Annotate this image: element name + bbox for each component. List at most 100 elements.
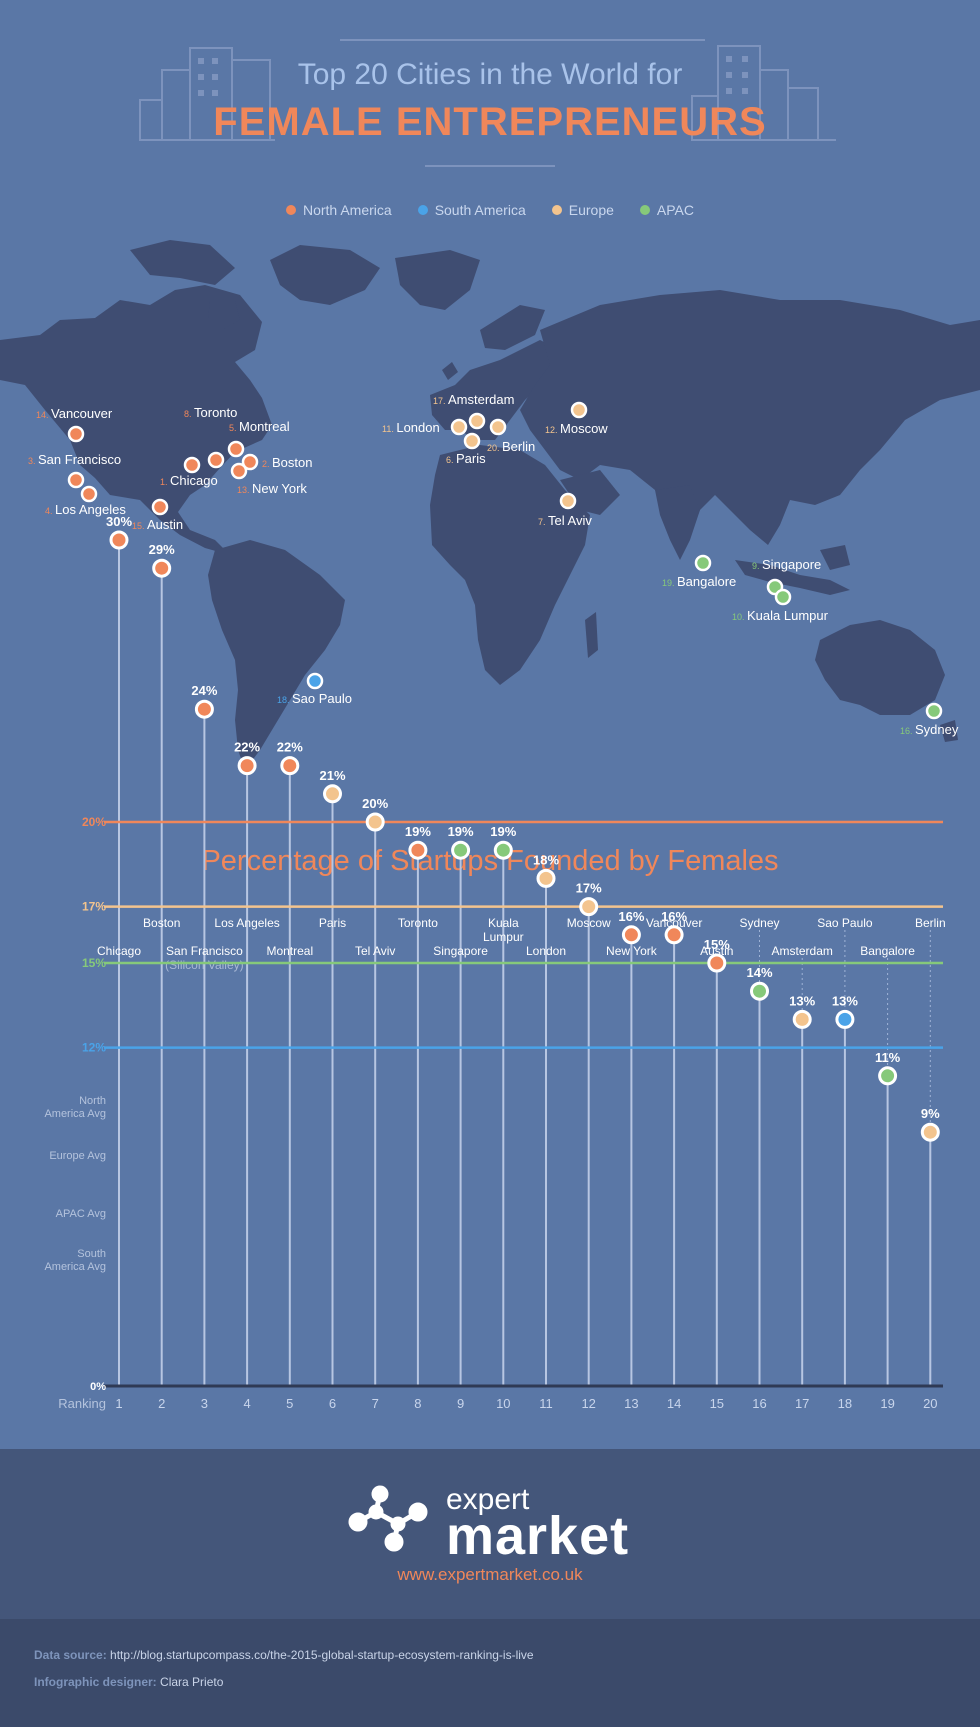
city-marker-london[interactable]: 11. London (382, 418, 468, 436)
city-marker-berlin[interactable]: 20. Berlin (487, 418, 535, 454)
city-dot[interactable] (80, 485, 98, 503)
city-marker-moscow[interactable]: 12. Moscow (545, 401, 608, 436)
city-label: 8. Toronto (184, 405, 237, 420)
city-dot[interactable] (183, 456, 201, 474)
data-point[interactable] (323, 784, 342, 804)
city-marker-los-angeles[interactable]: 4. Los Angeles (45, 485, 126, 517)
city-dot[interactable] (559, 492, 577, 510)
data-point[interactable] (750, 981, 769, 1001)
city-marker-austin[interactable]: 15. Austin (132, 498, 183, 532)
city-marker-boston[interactable]: 2. Boston (241, 453, 313, 471)
city-marker-san-francisco[interactable]: 3. San Francisco (28, 452, 121, 489)
city-rank: 2. (262, 459, 272, 469)
rank-tick-label: 13 (624, 1396, 638, 1411)
city-name: Paris (456, 451, 486, 466)
city-marker-bangalore[interactable]: 19. Bangalore (662, 554, 736, 589)
city-label: 20. Berlin (487, 439, 535, 454)
data-label: 16% (661, 909, 687, 924)
city-name: Moscow (560, 421, 608, 436)
city-dot[interactable] (67, 471, 85, 489)
legend-item-north-america: North America (285, 202, 392, 218)
city-dot[interactable] (151, 498, 169, 516)
city-dot[interactable] (450, 418, 468, 436)
city-label: 6. Paris (446, 451, 486, 466)
city-marker-tel-aviv[interactable]: 7. Tel Aviv (538, 492, 592, 528)
brand-line-2: market (446, 1506, 630, 1566)
city-dot[interactable] (774, 588, 792, 606)
city-dot[interactable] (306, 672, 324, 690)
city-marker-sao-paulo[interactable]: 18. Sao Paulo (277, 672, 352, 706)
website-link[interactable]: www.expertmarket.co.uk (397, 1565, 583, 1584)
city-dot[interactable] (227, 440, 245, 458)
city-dot[interactable] (241, 453, 259, 471)
city-dot[interactable] (230, 462, 248, 480)
average-value-label: 17% (82, 900, 106, 914)
data-point[interactable] (664, 925, 684, 945)
city-label: 11. London (382, 420, 440, 435)
city-rank: 4. (45, 506, 55, 516)
rank-tick-label: 17 (795, 1396, 809, 1411)
data-point[interactable] (878, 1066, 898, 1086)
city-dot[interactable] (489, 418, 507, 436)
city-rank: 18. (277, 695, 292, 705)
data-label: 20% (362, 796, 388, 811)
category-label: Chicago (97, 944, 141, 958)
legend-label: Europe (568, 202, 614, 218)
city-marker-paris[interactable]: 6. Paris (446, 432, 486, 466)
data-point[interactable] (152, 558, 172, 578)
data-label: 11% (875, 1050, 901, 1065)
city-dot[interactable] (67, 425, 85, 443)
city-marker-kuala-lumpur[interactable]: 10. Kuala Lumpur (732, 588, 829, 623)
data-point[interactable] (579, 897, 599, 917)
city-dot[interactable] (925, 702, 943, 720)
data-point[interactable] (493, 840, 513, 860)
city-marker-vancouver[interactable]: 14. Vancouver (36, 406, 113, 443)
city-name: Berlin (502, 439, 535, 454)
city-dot[interactable] (463, 432, 481, 450)
category-label: Bangalore (860, 944, 915, 958)
data-source-url[interactable]: http://blog.startupcompass.co/the-2015-g… (110, 1648, 534, 1662)
world-map: 14. Vancouver 3. San Francisco 4. Los Ange… (0, 240, 980, 770)
data-point[interactable] (920, 1122, 940, 1142)
rank-tick-label: 15 (710, 1396, 724, 1411)
data-point[interactable] (109, 530, 129, 550)
data-point[interactable] (835, 1009, 855, 1029)
city-name: Sydney (915, 722, 959, 737)
city-name: Austin (147, 517, 183, 532)
data-point[interactable] (621, 925, 641, 945)
city-marker-chicago[interactable]: 1. Chicago (160, 456, 218, 488)
data-point[interactable] (365, 812, 385, 832)
city-name: Bangalore (677, 574, 736, 589)
data-point[interactable] (237, 756, 257, 776)
designer-line: Infographic designer: Clara Prieto (34, 1675, 223, 1689)
city-dot[interactable] (207, 451, 225, 469)
designer-label: Infographic designer: (34, 1675, 157, 1689)
rank-tick-label: 1 (115, 1396, 122, 1411)
category-label: Kuala (488, 916, 519, 930)
y-zero-label: 0% (90, 1381, 106, 1393)
city-marker-sydney[interactable]: 16. Sydney (900, 702, 959, 737)
city-dot[interactable] (468, 412, 486, 430)
data-point[interactable] (451, 840, 471, 860)
city-rank: 17. (433, 396, 448, 406)
city-marker-toronto[interactable]: 8. Toronto (184, 405, 237, 469)
city-name: Sao Paulo (292, 691, 352, 706)
data-point[interactable] (280, 756, 300, 776)
average-value-label: 15% (82, 956, 106, 970)
rank-tick-label: 9 (457, 1396, 464, 1411)
legend-dot (417, 205, 428, 215)
city-marker-amsterdam[interactable]: 17. Amsterdam (433, 392, 514, 430)
legend-label: APAC (656, 202, 694, 218)
city-marker-new-york[interactable]: 13. New York (230, 462, 307, 496)
city-rank: 7. (538, 517, 548, 527)
data-point[interactable] (408, 840, 428, 860)
city-dot[interactable] (694, 554, 712, 572)
city-marker-montreal[interactable]: 5. Montreal (227, 419, 290, 458)
data-point[interactable] (707, 953, 727, 973)
data-point[interactable] (194, 699, 214, 719)
data-point[interactable] (536, 868, 556, 888)
city-dot[interactable] (570, 401, 588, 419)
city-name: Chicago (170, 473, 218, 488)
data-point[interactable] (792, 1009, 812, 1029)
category-label: Paris (319, 916, 346, 930)
